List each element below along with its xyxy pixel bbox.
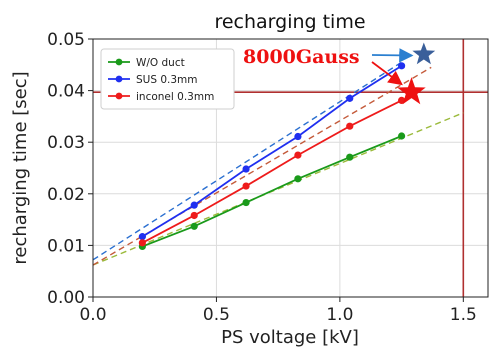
legend-marker	[115, 75, 123, 83]
y-tick-label: 0.00	[47, 288, 85, 308]
axes-frame	[92, 38, 489, 298]
data-point	[190, 222, 198, 230]
data-point	[397, 62, 406, 70]
x-tick-label: 0.0	[79, 305, 106, 325]
data-point	[138, 239, 146, 247]
data-point	[242, 198, 250, 207]
legend: W/O duct SUS 0.3mm inconel 0.3mm	[100, 48, 235, 110]
annotation-label: 8000Gauss	[243, 46, 360, 68]
data-point	[242, 165, 250, 173]
y-tick-label: 0.04	[47, 82, 85, 102]
x-tick-label: 0.5	[203, 305, 230, 325]
y-tick-label: 0.03	[47, 133, 85, 153]
legend-box	[100, 48, 235, 110]
y-tick-label: 0.02	[47, 185, 85, 205]
legend-label: W/O duct	[136, 57, 185, 69]
x-axis-title: PS voltage [kV]	[221, 327, 359, 348]
legend-marker	[115, 58, 123, 66]
data-point	[346, 94, 354, 102]
annotation-star-blue	[412, 42, 436, 65]
series-line	[142, 135, 402, 248]
data-point	[294, 151, 302, 159]
data-point	[294, 132, 302, 141]
legend-label: SUS 0.3mm	[136, 74, 198, 86]
data-point	[242, 182, 250, 190]
data-point	[138, 233, 146, 241]
plot-clipped-group	[93, 39, 488, 297]
y-tick-label: 0.05	[47, 30, 85, 50]
data-point	[346, 153, 354, 161]
series-line	[141, 65, 403, 238]
x-tick-label: 1.5	[450, 305, 477, 325]
plot-area: 0.0 0.5 1.0 1.5 0.00 0.01 0.02 0.03 0.04 0.05 W/O …	[47, 30, 489, 325]
x-tick-label: 1.0	[326, 305, 353, 325]
annotation-arrow-red	[371, 61, 403, 86]
y-axis-title: recharging time [sec]	[10, 71, 31, 264]
series-line	[141, 99, 402, 244]
data-point	[346, 122, 354, 130]
data-point	[190, 211, 198, 220]
annotation-8000gauss: 8000Gauss	[243, 42, 436, 105]
y-tick-label: 0.01	[47, 236, 85, 256]
data-point	[190, 201, 198, 209]
legend-label: inconel 0.3mm	[136, 91, 214, 103]
data-point	[294, 175, 302, 183]
data-point	[397, 132, 406, 140]
legend-marker	[115, 92, 123, 100]
chart-title: recharging time	[214, 11, 365, 33]
annotation-star-red	[397, 77, 426, 105]
